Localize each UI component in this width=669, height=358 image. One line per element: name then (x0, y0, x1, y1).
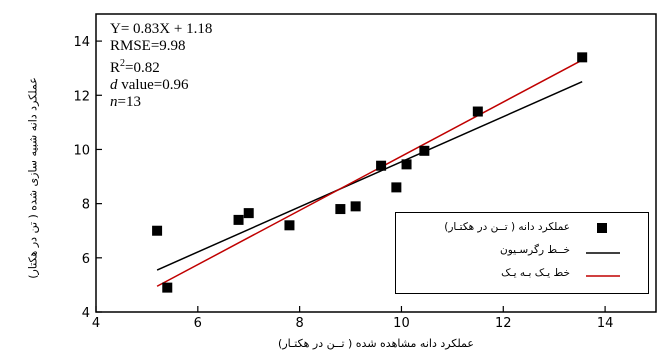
data-point (233, 214, 244, 225)
d-value-text: d value=0.96 (110, 77, 189, 93)
x-tick-label: 12 (495, 316, 512, 331)
data-point (376, 160, 387, 171)
equation-text: Y= 0.83X + 1.18 (110, 21, 213, 37)
data-point (243, 208, 254, 219)
data-point (419, 145, 430, 156)
plot-frame (95, 13, 657, 313)
data-point (335, 204, 346, 215)
data-point (472, 106, 483, 117)
one-to-one-line (156, 59, 583, 287)
x-tick-label: 14 (597, 316, 614, 331)
r2-text: R2=0.82 (110, 58, 160, 76)
axis-ticks: 4 6 8 10 12 14 4 6 8 10 12 14 (73, 35, 613, 331)
data-point (391, 182, 402, 193)
x-tick-label: 8 (295, 316, 303, 331)
legend: عملکرد دانه ( تــن در هکتـار) خــط رگرسـ… (395, 212, 649, 294)
series-points (152, 52, 588, 293)
legend-square-marker (597, 223, 607, 233)
legend-item-one-to-one: خط یـک بـه یـک (396, 265, 648, 285)
y-axis-label: عملکرد دانه شبیه سازی شده ( تن در هکتار) (26, 77, 40, 279)
legend-red-line (586, 275, 620, 277)
legend-label-observed: عملکرد دانه ( تــن در هکتـار) (444, 221, 570, 233)
x-tick-label: 10 (393, 316, 410, 331)
y-tick-label: 12 (73, 89, 90, 104)
x-tick-label: 6 (194, 316, 202, 331)
legend-item-regression: خــط رگرسـیون (396, 242, 648, 262)
data-point (152, 225, 163, 236)
y-tick-label: 10 (73, 143, 90, 158)
y-tick-label: 8 (82, 198, 90, 213)
data-point (162, 282, 173, 293)
data-point (577, 52, 588, 63)
data-point (284, 220, 295, 231)
y-tick-label: 4 (82, 306, 90, 321)
legend-item-observed: عملکرد دانه ( تــن در هکتـار) (396, 219, 648, 239)
data-point (350, 201, 361, 212)
x-axis-label: عملکرد دانه مشاهده شده ( تــن در هکتـار) (278, 337, 474, 350)
n-text: n=13 (110, 94, 141, 110)
annotation-block: Y= 0.83X + 1.18 RMSE=9.98 R2=0.82 d valu… (110, 21, 212, 111)
legend-label-regression: خــط رگرسـیون (500, 244, 570, 256)
data-point (401, 159, 412, 170)
legend-black-line (586, 252, 620, 254)
series-lines (156, 59, 583, 287)
legend-label-one-to-one: خط یـک بـه یـک (501, 267, 570, 279)
x-tick-label: 4 (92, 316, 100, 331)
regression-line (156, 81, 583, 271)
rmse-text: RMSE=9.98 (110, 38, 186, 54)
y-tick-label: 14 (73, 35, 90, 50)
y-tick-label: 6 (82, 252, 90, 267)
